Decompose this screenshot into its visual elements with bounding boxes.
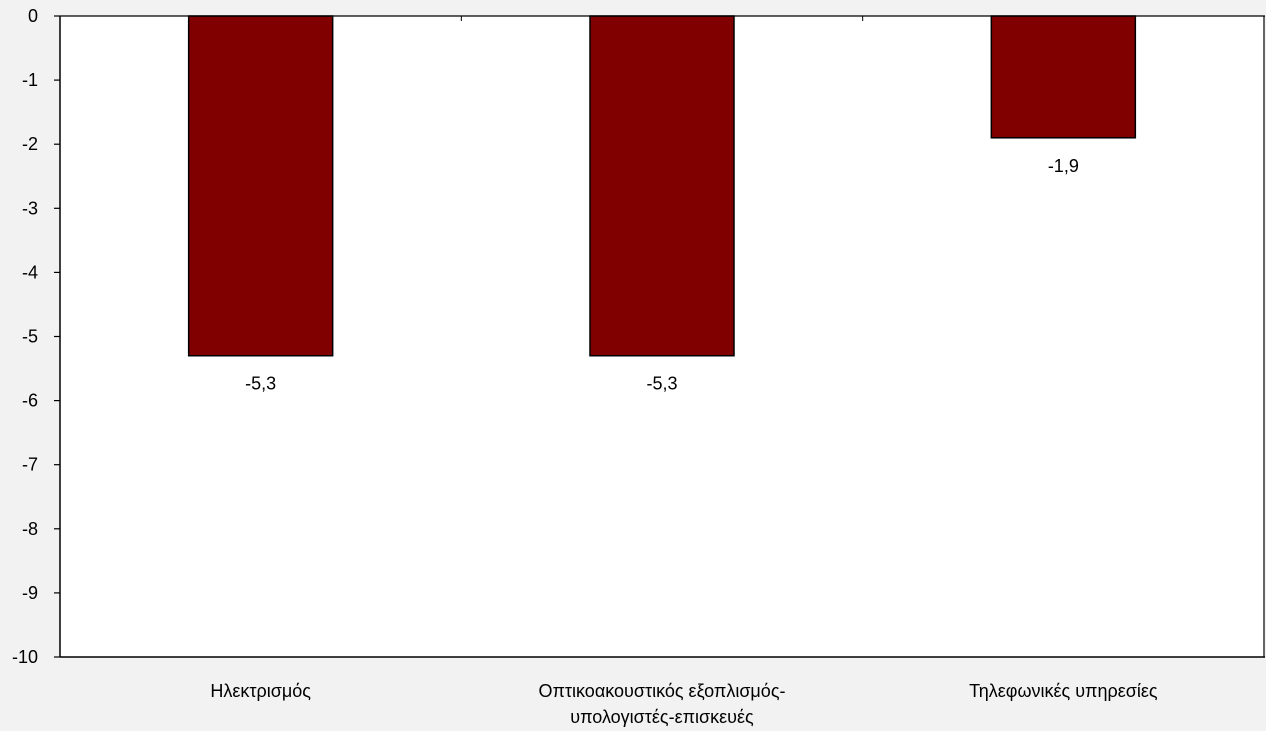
category-labels-group: Ηλεκτρισμός Οπτικοακουστικός εξοπλισμός-υ… (210, 681, 1158, 727)
data-label: -1,9 (1048, 156, 1079, 176)
y-tick-label: -2 (22, 134, 38, 154)
y-axis-ticks: 0 -1 -2 -3 -4 -5 -6 -7 -8 -9 -10 (12, 6, 60, 667)
category-label: Ηλεκτρισμός (210, 681, 311, 701)
category-label: Τηλεφωνικές υπηρεσίες (969, 681, 1158, 701)
bar (990, 15, 1137, 139)
bars-group (187, 15, 1137, 357)
y-tick-label: 0 (28, 6, 38, 26)
data-label: -5,3 (245, 374, 276, 394)
y-tick-label: -8 (22, 519, 38, 539)
bar (187, 15, 334, 357)
data-label: -5,3 (646, 374, 677, 394)
y-tick-label: -3 (22, 198, 38, 218)
category-label: Οπτικοακουστικός εξοπλισμός- (539, 681, 786, 701)
y-tick-label: -6 (22, 391, 38, 411)
y-tick-label: -1 (22, 70, 38, 90)
x-axis-ticks (460, 16, 864, 21)
category-label: υπολογιστές-επισκευές (570, 707, 754, 727)
y-tick-label: -9 (22, 583, 38, 603)
data-labels-group: -5,3 -5,3 -1,9 (245, 156, 1079, 394)
bar (589, 15, 735, 357)
y-tick-label: -10 (12, 647, 38, 667)
y-tick-label: -5 (22, 327, 38, 347)
y-tick-label: -7 (22, 455, 38, 475)
y-tick-label: -4 (22, 262, 38, 282)
